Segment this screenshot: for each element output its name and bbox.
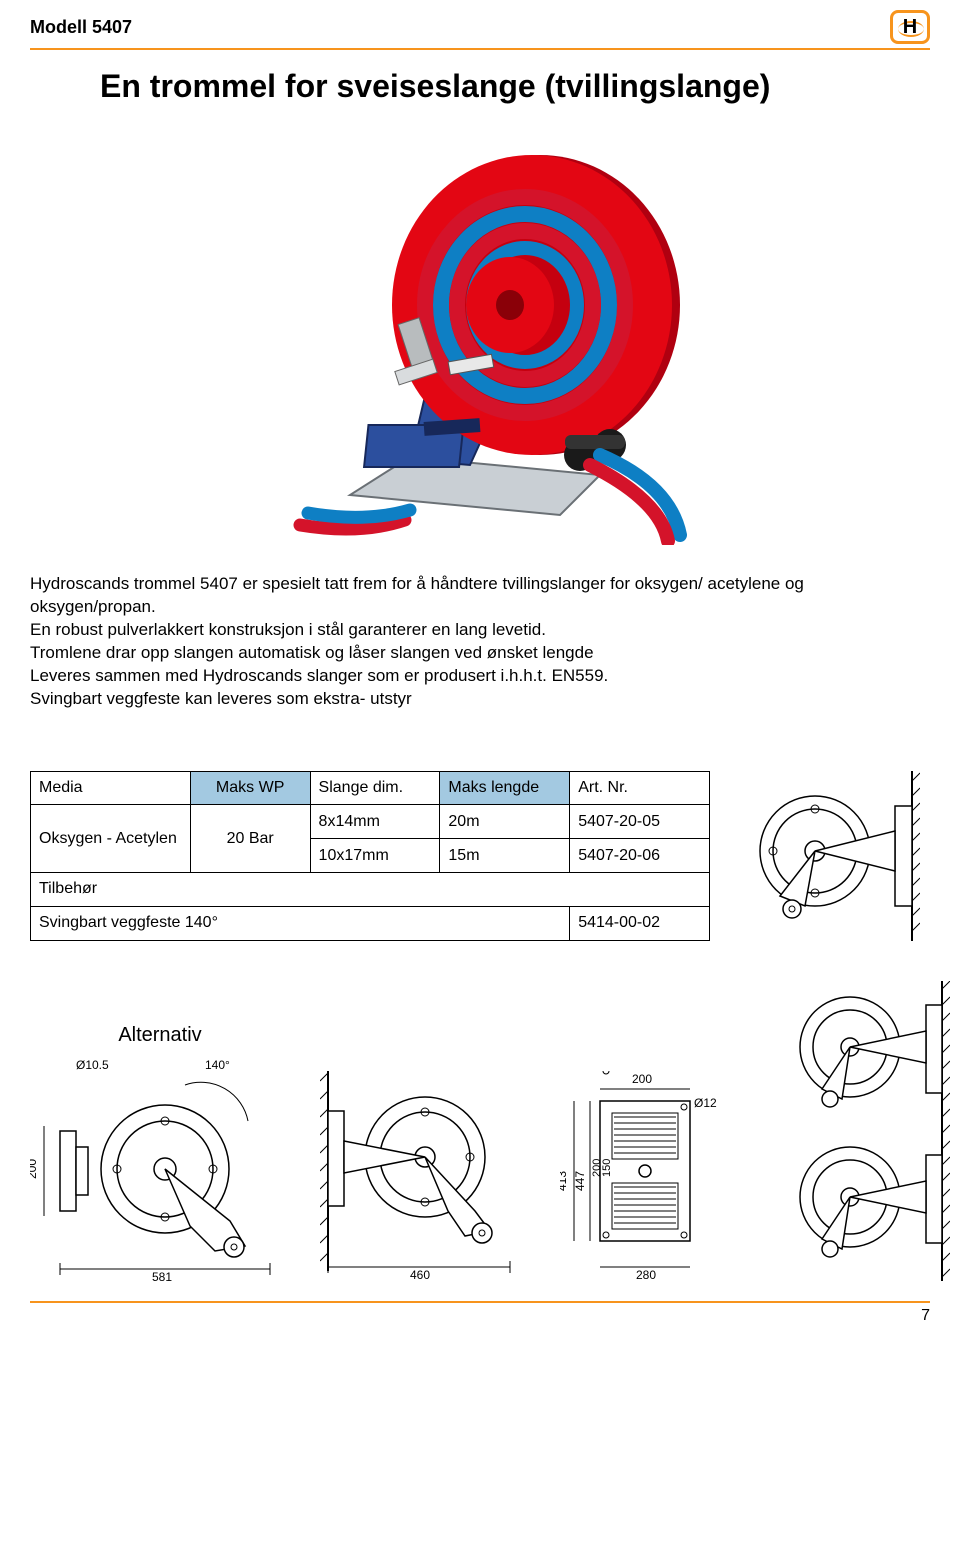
side-diagram-svg: 460 — [320, 1071, 530, 1281]
header-bar: Modell 5407 H — [30, 10, 930, 50]
svg-text:Ø10.5: Ø10.5 — [76, 1058, 109, 1072]
side-diagram — [710, 771, 930, 941]
model-label: Modell 5407 — [30, 17, 132, 38]
bottom-diagrams-row: Alternativ Ø10.5 140° 200 581 — [30, 981, 930, 1281]
diagram-bracket: 200 Ø12 — [560, 1071, 720, 1281]
cell-art-1: 5407-20-06 — [570, 839, 710, 873]
cell-accessory-art: 5414-00-02 — [570, 906, 710, 940]
product-image — [30, 125, 930, 545]
th-len: Maks lengde — [440, 771, 570, 805]
cell-tilbehor: Tilbehør — [31, 873, 710, 907]
page-footer: 7 — [30, 1301, 930, 1325]
alt-diagram-svg: Ø10.5 140° 200 581 — [30, 1051, 290, 1281]
diagram-side: 460 — [320, 1071, 530, 1281]
th-media: Media — [31, 771, 191, 805]
cell-dim-1: 10x17mm — [310, 839, 440, 873]
cell-len-0: 20m — [440, 805, 570, 839]
double-mount-svg — [750, 981, 950, 1281]
th-dim: Slange dim. — [310, 771, 440, 805]
cell-accessory-name: Svingbart veggfeste 140° — [31, 906, 570, 940]
spec-table: Media Maks WP Slange dim. Maks lengde Ar… — [30, 771, 710, 941]
cell-len-1: 15m — [440, 839, 570, 873]
svg-text:150: 150 — [601, 1158, 613, 1176]
cell-art-0: 5407-20-05 — [570, 805, 710, 839]
svg-text:Ø12: Ø12 — [694, 1096, 717, 1110]
cell-media: Oksygen - Acetylen — [31, 805, 191, 873]
alternative-label: Alternativ — [118, 1024, 201, 1047]
diagram-double — [750, 981, 950, 1281]
svg-text:460: 460 — [410, 1268, 430, 1281]
svg-text:413: 413 — [560, 1170, 569, 1190]
page-title: En trommel for sveiseslange (tvillingsla… — [30, 68, 930, 105]
svg-text:447: 447 — [573, 1170, 587, 1190]
svg-text:280: 280 — [636, 1268, 656, 1281]
cell-dim-0: 8x14mm — [310, 805, 440, 839]
svg-text:200: 200 — [632, 1072, 652, 1086]
brand-logo: H — [890, 10, 930, 44]
description-text: Hydroscands trommel 5407 er spesielt tat… — [30, 573, 930, 711]
svg-text:140°: 140° — [205, 1058, 230, 1072]
svg-text:581: 581 — [152, 1270, 172, 1281]
svg-text:200: 200 — [30, 1158, 39, 1178]
th-wp: Maks WP — [190, 771, 310, 805]
page-number: 7 — [921, 1307, 930, 1324]
th-art: Art. Nr. — [570, 771, 710, 805]
hose-reel-illustration — [260, 125, 700, 545]
cell-wp: 20 Bar — [190, 805, 310, 873]
diagram-alternative: Alternativ Ø10.5 140° 200 581 — [30, 1024, 290, 1281]
wall-mount-diagram-top — [720, 771, 920, 941]
bracket-diagram-svg: 200 Ø12 — [560, 1071, 720, 1281]
